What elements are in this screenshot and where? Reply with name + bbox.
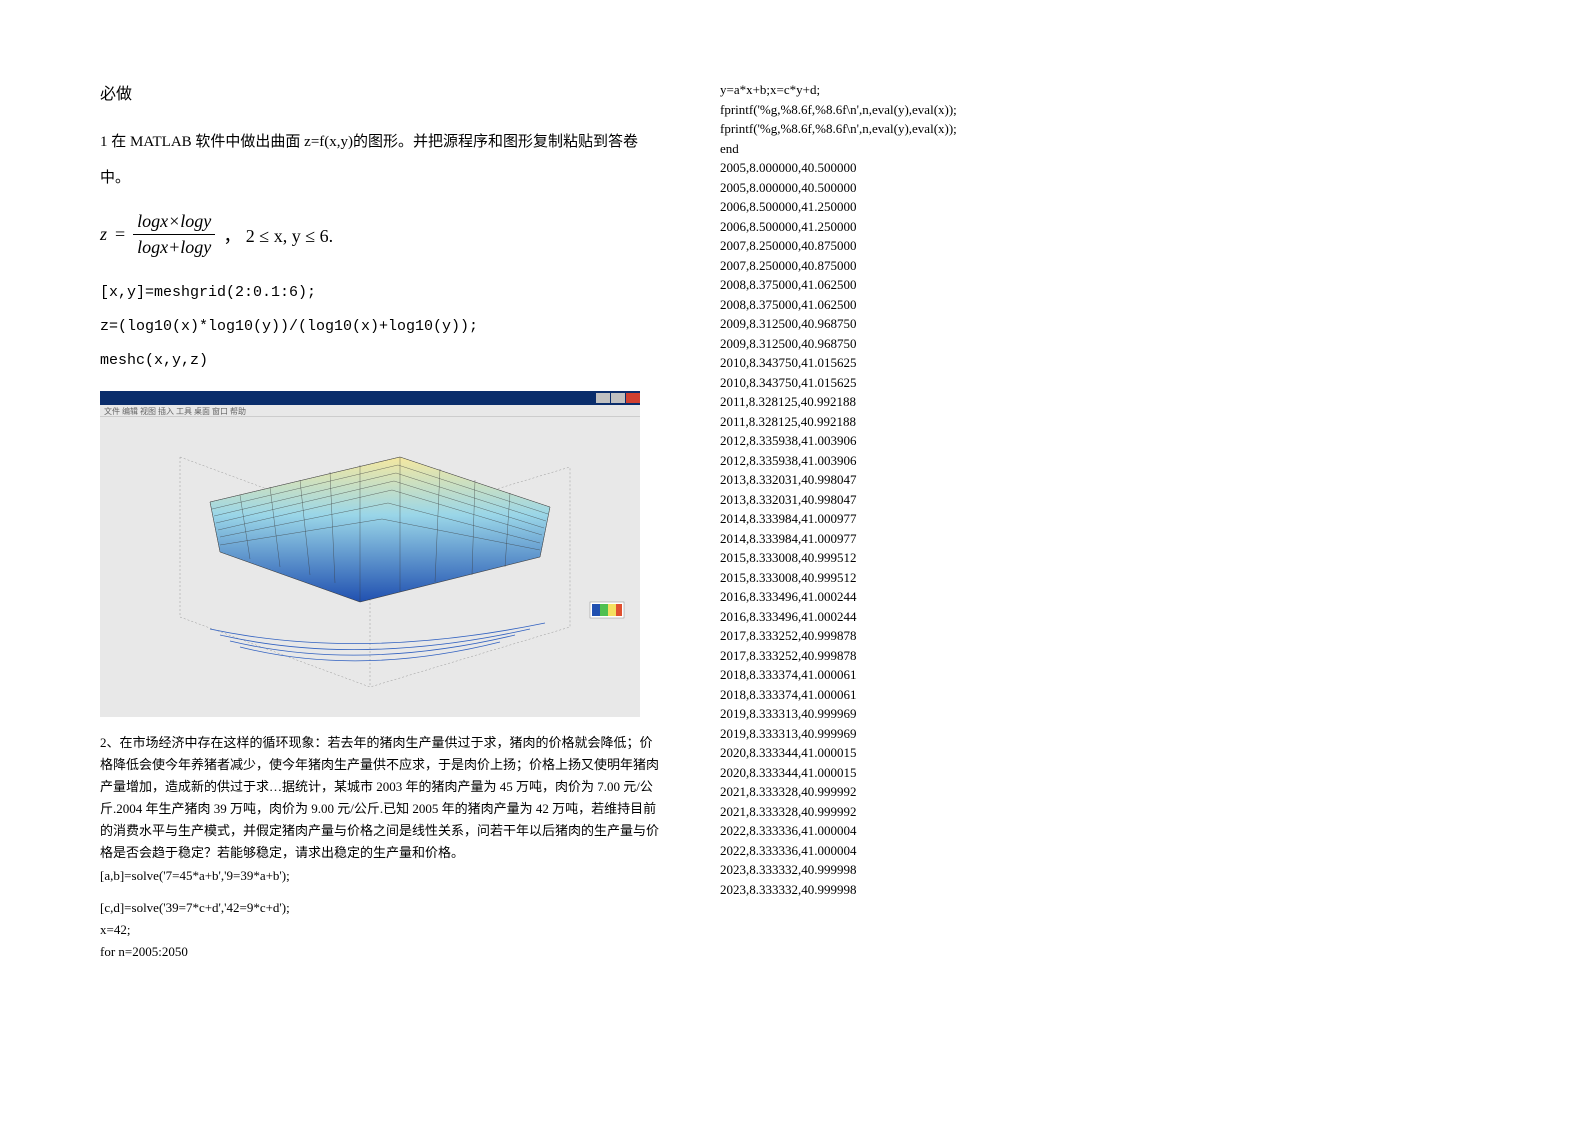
right-column: y=a*x+b;x=c*y+d; fprintf('%g,%8.6f,%8.6f… [720, 80, 1140, 963]
output-row: 2016,8.333496,41.000244 [720, 587, 1140, 607]
surface-plot-svg [100, 417, 640, 717]
output-row: 2015,8.333008,40.999512 [720, 548, 1140, 568]
output-row: 2018,8.333374,41.000061 [720, 665, 1140, 685]
colorbar-icon [590, 602, 624, 618]
minimize-icon [596, 393, 610, 403]
equals-sign: = [115, 224, 125, 245]
left-column: 必做 1 在 MATLAB 软件中做出曲面 z=f(x,y)的图形。并把源程序和… [100, 80, 660, 963]
output-row: 2015,8.333008,40.999512 [720, 568, 1140, 588]
code-solve-ab: [a,b]=solve('7=45*a+b','9=39*a+b'); [100, 865, 660, 887]
output-row: 2022,8.333336,41.000004 [720, 841, 1140, 861]
output-row: 2018,8.333374,41.000061 [720, 685, 1140, 705]
formula-z-var: z [100, 224, 107, 245]
problem-1-text: 1 在 MATLAB 软件中做出曲面 z=f(x,y)的图形。并把源程序和图形复… [100, 124, 660, 196]
output-row: 2023,8.333332,40.999998 [720, 880, 1140, 900]
output-row: 2023,8.333332,40.999998 [720, 860, 1140, 880]
output-row: 2009,8.312500,40.968750 [720, 334, 1140, 354]
formula-numerator: logx×logy [133, 211, 215, 235]
output-row: 2007,8.250000,40.875000 [720, 236, 1140, 256]
output-row: 2005,8.000000,40.500000 [720, 158, 1140, 178]
output-row: 2013,8.332031,40.998047 [720, 490, 1140, 510]
code-for-loop: for n=2005:2050 [100, 941, 660, 963]
output-row: 2013,8.332031,40.998047 [720, 470, 1140, 490]
code-fprintf-2: fprintf('%g,%8.6f,%8.6f\n',n,eval(y),eva… [720, 119, 1140, 139]
formula-z: z = logx×logy logx+logy ， 2 ≤ x, y ≤ 6. [100, 211, 660, 258]
output-row: 2020,8.333344,41.000015 [720, 743, 1140, 763]
output-row: 2017,8.333252,40.999878 [720, 646, 1140, 666]
figure-toolbar: 文件 编辑 视图 插入 工具 桌面 窗口 帮助 [100, 405, 640, 417]
code-meshc: meshc(x,y,z) [100, 346, 660, 376]
output-row: 2009,8.312500,40.968750 [720, 314, 1140, 334]
code-end: end [720, 139, 1140, 159]
output-row: 2006,8.500000,41.250000 [720, 197, 1140, 217]
formula-condition: ， 2 ≤ x, y ≤ 6. [223, 222, 333, 248]
matlab-figure: 文件 编辑 视图 插入 工具 桌面 窗口 帮助 [100, 391, 640, 717]
figure-plot-area [100, 417, 640, 717]
output-row: 2006,8.500000,41.250000 [720, 217, 1140, 237]
output-data-rows: 2005,8.000000,40.5000002005,8.000000,40.… [720, 158, 1140, 899]
heading-required: 必做 [100, 80, 660, 104]
output-row: 2008,8.375000,41.062500 [720, 275, 1140, 295]
output-row: 2014,8.333984,41.000977 [720, 509, 1140, 529]
output-row: 2019,8.333313,40.999969 [720, 704, 1140, 724]
code-loop-body: y=a*x+b;x=c*y+d; [720, 80, 1140, 100]
code-solve-cd: [c,d]=solve('39=7*c+d','42=9*c+d'); [100, 897, 660, 919]
output-row: 2010,8.343750,41.015625 [720, 353, 1140, 373]
output-row: 2014,8.333984,41.000977 [720, 529, 1140, 549]
close-icon [626, 393, 640, 403]
output-row: 2005,8.000000,40.500000 [720, 178, 1140, 198]
output-row: 2020,8.333344,41.000015 [720, 763, 1140, 783]
output-row: 2011,8.328125,40.992188 [720, 392, 1140, 412]
output-row: 2016,8.333496,41.000244 [720, 607, 1140, 627]
code-fprintf-1: fprintf('%g,%8.6f,%8.6f\n',n,eval(y),eva… [720, 100, 1140, 120]
output-row: 2019,8.333313,40.999969 [720, 724, 1140, 744]
maximize-icon [611, 393, 625, 403]
output-row: 2017,8.333252,40.999878 [720, 626, 1140, 646]
formula-fraction: logx×logy logx+logy [133, 211, 215, 258]
figure-titlebar [100, 391, 640, 405]
code-meshgrid: [x,y]=meshgrid(2:0.1:6); [100, 278, 660, 308]
code-x42: x=42; [100, 919, 660, 941]
problem-2-text: 2、在市场经济中存在这样的循环现象：若去年的猪肉生产量供过于求，猪肉的价格就会降… [100, 732, 660, 865]
output-row: 2012,8.335938,41.003906 [720, 431, 1140, 451]
code-z-expr: z=(log10(x)*log10(y))/(log10(x)+log10(y)… [100, 312, 660, 342]
output-row: 2021,8.333328,40.999992 [720, 802, 1140, 822]
output-row: 2008,8.375000,41.062500 [720, 295, 1140, 315]
output-row: 2007,8.250000,40.875000 [720, 256, 1140, 276]
output-row: 2012,8.335938,41.003906 [720, 451, 1140, 471]
formula-denominator: logx+logy [133, 235, 215, 258]
output-row: 2011,8.328125,40.992188 [720, 412, 1140, 432]
output-row: 2022,8.333336,41.000004 [720, 821, 1140, 841]
output-row: 2021,8.333328,40.999992 [720, 782, 1140, 802]
output-row: 2010,8.343750,41.015625 [720, 373, 1140, 393]
